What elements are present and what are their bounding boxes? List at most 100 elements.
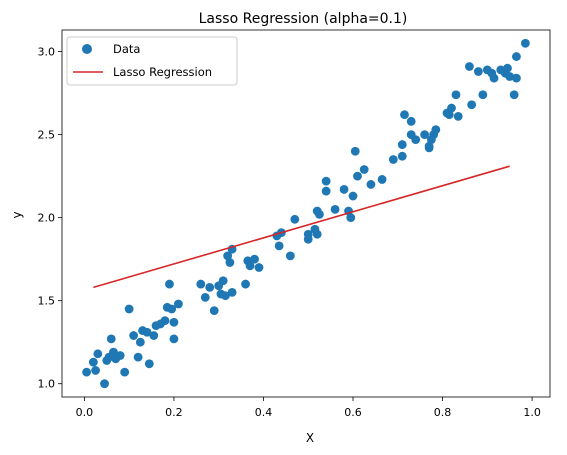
data-point (149, 331, 159, 340)
data-point (245, 261, 255, 271)
data-point (411, 135, 421, 145)
data-point (397, 140, 407, 149)
x-tick-label: 0.6 (344, 406, 362, 419)
data-point (350, 146, 360, 156)
data-point (321, 186, 331, 196)
data-point (330, 204, 340, 214)
data-point (254, 263, 264, 272)
x-tick-label: 0.8 (434, 406, 452, 419)
y-tick-label: 3.0 (38, 46, 56, 59)
data-point (100, 379, 109, 389)
y-axis-label: y (10, 211, 24, 218)
data-point (451, 90, 461, 100)
data-point (512, 52, 521, 61)
plot-area (62, 30, 550, 397)
legend-box (66, 36, 238, 86)
data-point (400, 110, 409, 120)
data-point (315, 209, 324, 219)
data-point (225, 258, 235, 267)
data-point (431, 125, 441, 135)
data-point (274, 241, 284, 251)
data-point (200, 292, 210, 302)
data-point (377, 175, 387, 184)
data-point (133, 352, 143, 362)
data-point (169, 334, 179, 344)
data-point (509, 90, 519, 100)
data-layer (82, 38, 530, 389)
x-tick-label: 0.0 (76, 406, 94, 419)
data-point (512, 73, 521, 83)
x-axis-ticks: 0.0 0.2 0.4 0.6 0.8 1.0 (76, 397, 541, 419)
data-point (169, 317, 179, 327)
legend-label-lasso-regression: Lasso Regression (113, 65, 212, 79)
data-point (359, 165, 369, 174)
data-point (353, 171, 362, 181)
data-point (406, 116, 416, 126)
data-point (205, 283, 215, 292)
data-point (227, 287, 237, 297)
data-point (142, 327, 152, 337)
data-point (346, 213, 356, 223)
legend: Data Lasso Regression (66, 36, 238, 86)
data-point (91, 366, 100, 375)
data-point (339, 185, 349, 194)
data-point (174, 299, 183, 309)
data-point (124, 304, 134, 314)
data-point (221, 291, 230, 301)
y-axis-ticks: 1.0 1.5 2.0 2.5 3.0 (38, 46, 62, 391)
data-point (478, 90, 488, 100)
data-point (88, 357, 98, 367)
x-tick-label: 1.0 (523, 406, 541, 419)
data-point (160, 316, 170, 326)
x-tick-label: 0.2 (165, 406, 183, 419)
lasso-regression-line (93, 165, 510, 289)
data-point (447, 103, 456, 113)
data-point (424, 143, 434, 153)
y-tick-label: 1.0 (38, 378, 56, 391)
data-point (250, 254, 259, 264)
data-point (93, 349, 103, 359)
data-point (348, 191, 358, 201)
data-point (505, 72, 515, 81)
data-point (489, 73, 499, 83)
x-tick-label: 0.4 (255, 406, 273, 419)
data-point (465, 62, 474, 71)
legend-label-data: Data (113, 42, 140, 56)
data-point (241, 279, 250, 289)
data-point (397, 151, 407, 161)
x-axis-label: X (306, 431, 314, 445)
data-point (473, 67, 483, 76)
data-point (196, 279, 206, 289)
data-point (388, 155, 398, 164)
data-point (503, 63, 512, 73)
data-point (467, 100, 477, 110)
data-point (520, 38, 530, 48)
data-point (209, 306, 219, 316)
data-point (420, 130, 430, 140)
data-point (290, 214, 300, 224)
y-tick-label: 2.5 (38, 129, 56, 142)
y-tick-label: 1.5 (38, 295, 56, 308)
axes-frame (61, 29, 551, 398)
data-point (312, 229, 322, 239)
data-point (106, 334, 116, 344)
data-point (453, 111, 463, 121)
legend-data-marker (82, 44, 92, 54)
y-tick-label: 2.0 (38, 212, 56, 225)
data-point (115, 351, 125, 360)
data-point (129, 331, 139, 340)
data-point (144, 359, 154, 369)
chart-title: Lasso Regression (alpha=0.1) (199, 11, 408, 27)
data-point (285, 251, 295, 261)
fit-line-layer (93, 165, 510, 289)
data-point (165, 279, 174, 289)
data-point (444, 110, 454, 120)
data-point (167, 304, 177, 314)
data-point (82, 367, 92, 377)
data-point (218, 276, 228, 286)
data-point (321, 176, 331, 186)
data-point (120, 367, 130, 377)
data-point (109, 347, 118, 357)
data-point (366, 180, 376, 189)
